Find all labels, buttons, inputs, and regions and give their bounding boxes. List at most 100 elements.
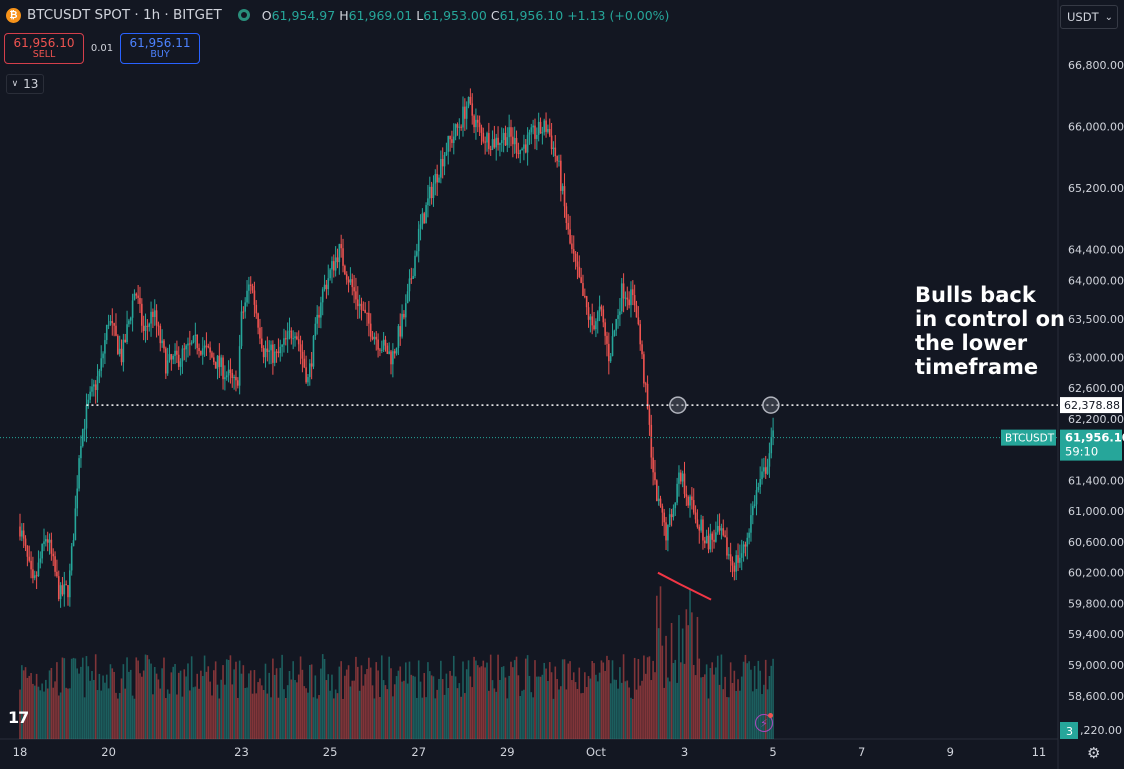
volume-bar [115, 692, 117, 739]
volume-bar [222, 665, 224, 739]
volume-bar [716, 655, 719, 739]
volume-bar [421, 697, 424, 739]
volume-bar [467, 660, 470, 739]
volume-bar [32, 683, 34, 739]
candle-body [565, 206, 568, 224]
candle-body [691, 496, 693, 501]
buy-button[interactable]: 61,956.11 BUY [120, 33, 200, 64]
candle-body [54, 556, 56, 572]
volume-bar [656, 595, 658, 739]
candle-body [715, 532, 717, 542]
indicators-toggle[interactable]: ∨ 13 [6, 74, 44, 94]
market-status-icon[interactable] [237, 9, 250, 21]
volume-bar [261, 685, 263, 739]
candle-body [449, 135, 451, 140]
candle-body [680, 472, 682, 482]
price-tick-label: ,220.00 [1080, 724, 1122, 737]
symbol-title[interactable]: BTCUSDT SPOT · 1h · BITGET [27, 7, 222, 23]
volume-bar [105, 674, 108, 739]
candle-body [33, 575, 36, 579]
candle-body [473, 115, 475, 128]
volume-bar [104, 682, 106, 739]
volume-bar [491, 680, 494, 739]
volume-bar [360, 665, 363, 739]
tradingview-logo[interactable]: 17 [8, 708, 29, 727]
candle-body [764, 467, 767, 474]
chart-header: ₿ BTCUSDT SPOT · 1h · BITGET O61,954.97 … [6, 7, 669, 23]
candle-body [272, 344, 274, 363]
candle-body [539, 121, 542, 134]
volume-bar [434, 698, 437, 739]
volume-bar [342, 698, 344, 739]
candle-body [349, 279, 352, 283]
candle-body [665, 522, 667, 541]
annotation-text[interactable]: Bulls back in control on the lower timef… [915, 283, 1065, 379]
volume-bar [393, 684, 396, 739]
volume-bar [246, 687, 248, 739]
volume-bar [620, 682, 623, 739]
volume-bar [294, 679, 296, 739]
candle-body [244, 302, 246, 312]
gear-icon[interactable]: ⚙ [1087, 744, 1101, 762]
volume-bar [122, 664, 125, 739]
volume-bar [135, 657, 138, 739]
volume-bar [576, 688, 579, 739]
volume-bar [471, 687, 474, 739]
candle-body [733, 565, 736, 572]
volume-bar [312, 697, 315, 739]
candle-body [318, 314, 320, 318]
volume-bar [500, 667, 503, 739]
volume-bar [157, 679, 160, 739]
volume-bar [436, 689, 438, 739]
candle-body [704, 540, 706, 544]
candle-body [203, 345, 206, 349]
volume-bar [131, 695, 134, 739]
candle-body [316, 314, 318, 324]
candle-body [705, 535, 708, 544]
candle-body [109, 320, 112, 325]
candle-body [451, 139, 453, 143]
volume-bar [689, 588, 691, 739]
candle-body [613, 330, 616, 337]
volume-bar [748, 661, 750, 739]
price-tick-label: 66,800.00 [1068, 59, 1124, 72]
candle-body [279, 346, 282, 354]
candle-body [644, 383, 647, 385]
candle-body [517, 152, 520, 154]
symbol-badge [1001, 429, 1056, 446]
candle-body [748, 532, 750, 538]
candle-body [237, 380, 239, 386]
volume-bar [728, 697, 730, 739]
candle-body [231, 373, 234, 379]
currency-select[interactable]: USDT ⌄ [1060, 5, 1118, 29]
volume-bar [582, 692, 584, 739]
volume-bar [512, 667, 514, 739]
volume-bar [768, 675, 771, 739]
candle-body [591, 316, 594, 326]
volume-bar [288, 670, 291, 739]
volume-bar [663, 687, 665, 739]
price-tick-label: 61,400.00 [1068, 474, 1124, 487]
candle-body [728, 554, 730, 556]
bolt-icon[interactable]: ⚡ [755, 714, 773, 732]
volume-bar [142, 670, 145, 739]
volume-bar [694, 675, 697, 739]
candle-body [761, 471, 763, 480]
candle-body [587, 307, 590, 320]
volume-bar [428, 671, 431, 739]
candle-body [532, 125, 534, 128]
candle-body [37, 562, 40, 577]
volume-bar [764, 659, 767, 739]
candle-body [635, 305, 638, 318]
volume-bar [179, 670, 182, 739]
volume-bar [126, 657, 128, 739]
volume-bar [740, 676, 743, 739]
candle-body [696, 519, 699, 527]
volume-bar [172, 666, 175, 739]
volume-bar [21, 665, 23, 739]
sell-button[interactable]: 61,956.10 SELL [4, 33, 84, 64]
volume-bar [196, 673, 198, 739]
volume-bar [700, 677, 702, 739]
volume-bar [35, 673, 38, 739]
